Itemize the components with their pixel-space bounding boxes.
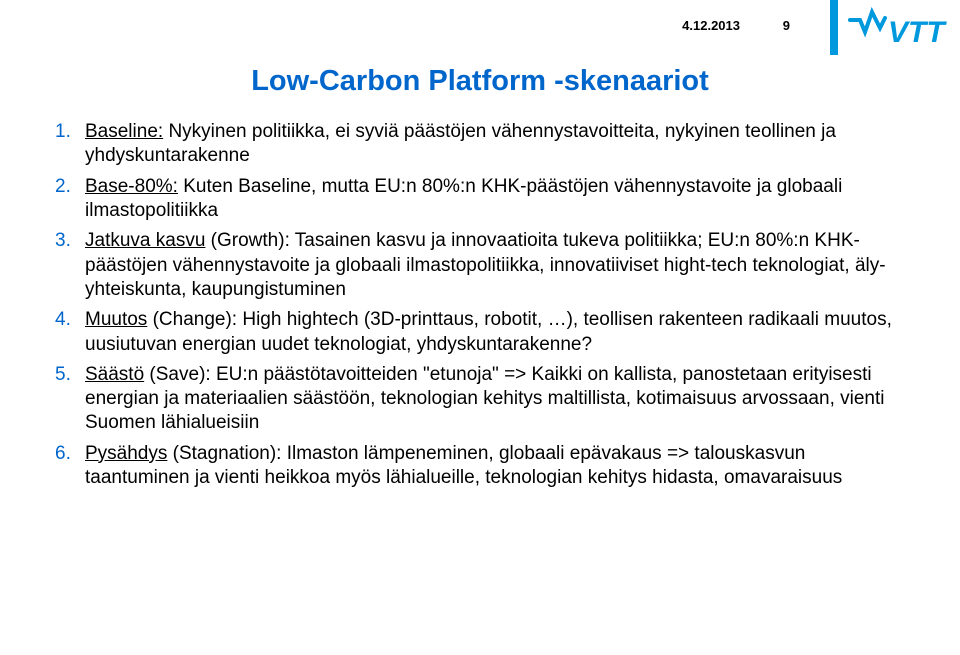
item-rest: (Save): EU:n päästötavoitteiden "etunoja… xyxy=(85,364,884,434)
slide-header: 4.12.2013 9 VTT xyxy=(0,0,960,60)
vtt-logo: VTT xyxy=(830,0,960,55)
list-item: 4. Muutos (Change): High hightech (3D-pr… xyxy=(55,308,905,357)
item-rest: Kuten Baseline, mutta EU:n 80%:n KHK-pää… xyxy=(85,176,842,221)
list-item: 6. Pysähdys (Stagnation): Ilmaston lämpe… xyxy=(55,442,905,491)
date-text: 4.12.2013 xyxy=(682,18,740,33)
list-item: 2. Base-80%: Kuten Baseline, mutta EU:n … xyxy=(55,175,905,224)
item-lead: Base-80%: xyxy=(85,176,178,197)
item-rest: (Growth): Tasainen kasvu ja innovaatioit… xyxy=(85,230,886,300)
item-lead: Pysähdys xyxy=(85,443,167,464)
item-number: 3. xyxy=(55,229,71,253)
item-lead: Jatkuva kasvu xyxy=(85,230,205,251)
item-number: 4. xyxy=(55,308,71,332)
item-lead: Säästö xyxy=(85,364,144,385)
item-lead: Baseline: xyxy=(85,121,163,142)
slide-title: Low-Carbon Platform -skenaariot xyxy=(0,65,960,98)
item-rest: (Change): High hightech (3D-printtaus, r… xyxy=(85,309,892,354)
item-lead: Muutos xyxy=(85,309,147,330)
item-number: 6. xyxy=(55,442,71,466)
item-rest: (Stagnation): Ilmaston lämpeneminen, glo… xyxy=(85,443,842,488)
item-number: 1. xyxy=(55,120,71,144)
page-number: 9 xyxy=(783,18,790,33)
list-item: 5. Säästö (Save): EU:n päästötavoitteide… xyxy=(55,363,905,436)
item-rest: Nykyinen politiikka, ei syviä päästöjen … xyxy=(85,121,836,166)
scenario-list: 1. Baseline: Nykyinen politiikka, ei syv… xyxy=(55,120,905,490)
item-number: 2. xyxy=(55,175,71,199)
content-area: 1. Baseline: Nykyinen politiikka, ei syv… xyxy=(55,120,905,496)
item-number: 5. xyxy=(55,363,71,387)
logo-text: VTT xyxy=(888,16,947,49)
list-item: 1. Baseline: Nykyinen politiikka, ei syv… xyxy=(55,120,905,169)
list-item: 3. Jatkuva kasvu (Growth): Tasainen kasv… xyxy=(55,229,905,302)
